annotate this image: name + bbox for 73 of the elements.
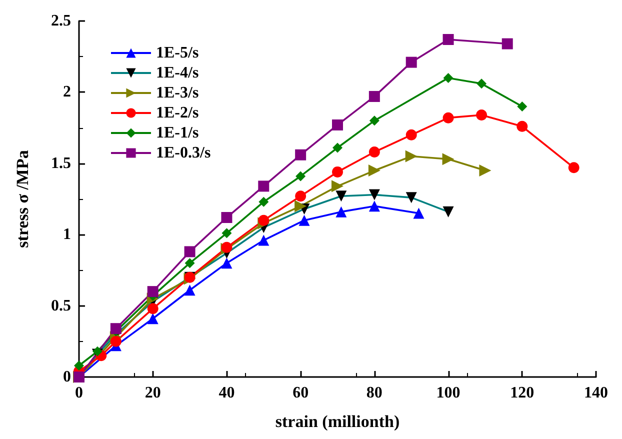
y-tick-label: 1.5 [51,154,71,172]
point [147,286,158,298]
x-tick-label: 20 [144,384,161,402]
point [368,200,380,212]
point [147,313,158,324]
point [110,323,122,334]
point [442,206,454,218]
x-tick-label: 100 [436,384,460,402]
point [221,258,232,269]
point [442,153,454,166]
x-tick-label: 40 [218,384,235,402]
point [443,72,454,83]
point [258,234,270,246]
point [568,162,580,174]
point [332,119,343,130]
x-tick-label: 140 [584,384,608,402]
point [74,360,84,371]
legend-label: 1E-0.3/s [156,144,211,162]
point [479,164,492,177]
point [413,208,424,219]
point [502,38,513,50]
point [368,90,380,102]
point [147,303,158,314]
point [332,180,344,192]
point [406,129,417,140]
point [184,284,196,296]
point [295,149,306,160]
x-tick-label: 0 [75,384,83,402]
legend-label: 1E-4/s [156,64,199,82]
y-tick-label: 2.5 [51,12,71,30]
point [258,196,269,207]
x-tick-label: 60 [292,384,309,402]
y-tick-label: 1 [63,226,71,244]
y-axis-title: stress σ /MPa [13,150,32,248]
legend-label: 1E-1/s [156,124,199,142]
y-tick-label: 0 [63,368,71,386]
point [336,206,347,218]
x-tick-label: 120 [510,384,534,402]
point [476,109,488,120]
point [258,180,270,192]
point [405,150,418,162]
y-tick-label: 2 [63,84,71,101]
point [516,120,528,132]
point [442,34,454,46]
point [336,190,347,202]
point [294,200,307,212]
point [368,164,380,177]
legend-label: 1E-5/s [156,44,199,62]
point [184,258,195,268]
point [222,228,232,238]
point [406,192,417,204]
point [298,214,310,226]
point [110,336,122,347]
point [368,189,380,200]
point [369,116,380,126]
legend-label: 1E-3/s [156,84,199,102]
point [258,214,270,226]
point [296,171,306,182]
point [332,166,343,178]
point [221,212,232,224]
point [295,190,306,202]
x-axis-title: strain (millionth) [275,412,400,431]
legend-label: 1E-2/s [156,104,199,122]
y-tick-label: 0.5 [51,297,71,314]
point [476,78,487,89]
x-tick-label: 80 [366,384,382,402]
point [442,112,454,124]
point [184,246,196,258]
point [332,142,342,153]
point [406,56,417,68]
point [368,146,380,158]
point [517,101,528,112]
point [92,346,102,356]
